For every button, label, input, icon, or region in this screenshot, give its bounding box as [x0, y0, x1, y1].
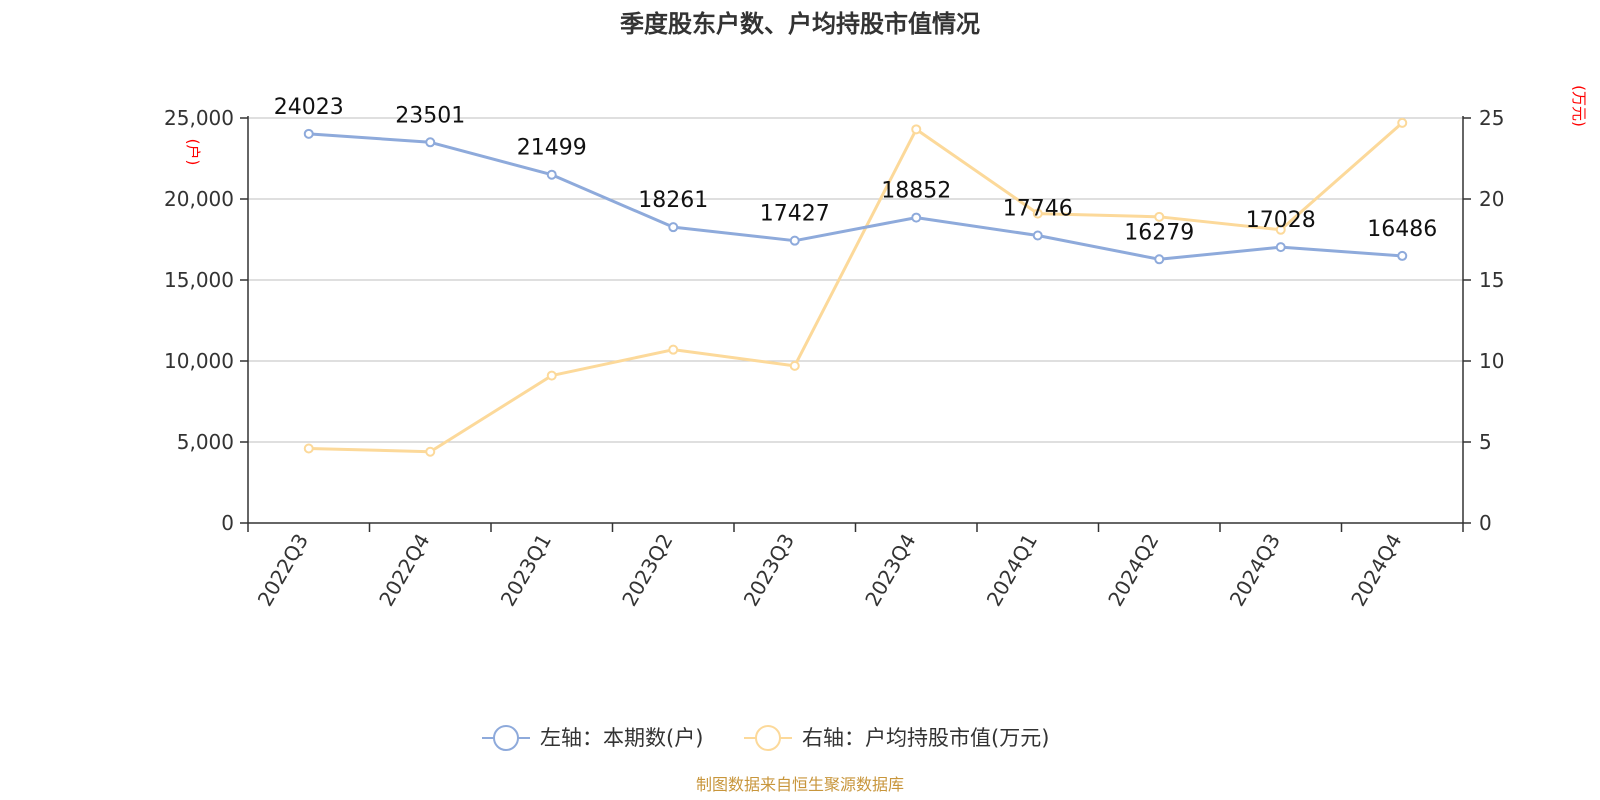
data-label: 17746 [1003, 197, 1073, 222]
data-point-right[interactable] [546, 370, 557, 381]
data-point-left[interactable] [303, 128, 314, 139]
legend[interactable]: 左轴：本期数(户) 右轴：户均持股市值(万元) [482, 725, 1049, 751]
data-point-right[interactable] [789, 360, 800, 371]
data-point-left[interactable] [425, 137, 436, 148]
data-point-left[interactable] [1397, 250, 1408, 261]
data-point-left[interactable] [1275, 242, 1286, 253]
left-axis-unit: (户) [184, 139, 202, 166]
series-line-right [308, 121, 1404, 454]
data-label: 18261 [638, 188, 708, 213]
data-point-right[interactable] [668, 344, 679, 355]
x-axis-tick-label: 2024Q3 [1225, 530, 1285, 611]
data-point-left[interactable] [789, 235, 800, 246]
x-axis-tick-label: 2023Q3 [739, 530, 799, 611]
data-label: 18852 [881, 179, 951, 204]
x-axis-tick-label: 2024Q2 [1103, 530, 1163, 611]
x-axis-tick-label: 2024Q4 [1346, 530, 1406, 611]
legend-item[interactable]: 右轴：户均持股市值(万元) [744, 725, 1049, 751]
data-label: 16486 [1367, 217, 1437, 242]
data-label: 17427 [760, 202, 830, 227]
data-label: 21499 [517, 136, 587, 161]
data-point-left[interactable] [1032, 230, 1043, 241]
data-point-right[interactable] [303, 443, 314, 454]
left-axis-tick-label: 25,000 [164, 106, 234, 130]
right-axis-tick-label: 5 [1479, 430, 1492, 454]
data-label: 23501 [395, 103, 465, 128]
grid-lines [248, 117, 1463, 443]
data-point-left[interactable] [546, 169, 557, 180]
data-label: 17028 [1246, 208, 1316, 233]
data-point-right[interactable] [1032, 208, 1043, 219]
data-point-right[interactable] [425, 446, 436, 457]
legend-marker-icon [755, 725, 781, 751]
legend-label: 左轴：本期数(户) [540, 726, 703, 750]
legend-label: 右轴：户均持股市值(万元) [802, 726, 1049, 750]
left-axis-tick-label: 20,000 [164, 187, 234, 211]
x-axis-tick-label: 2022Q4 [374, 530, 434, 611]
data-point-right[interactable] [911, 124, 922, 135]
right-axis-unit: (万元) [1570, 85, 1588, 127]
data-source-note: 制图数据来自恒生聚源数据库 [696, 775, 904, 794]
chart-title: 季度股东户数、户均持股市值情况 [620, 10, 980, 38]
left-axis-tick-label: 5,000 [177, 430, 234, 454]
legend-marker-icon [493, 725, 519, 751]
series-line-left [308, 132, 1403, 261]
left-axis-tick-label: 15,000 [164, 268, 234, 292]
right-axis-tick-label: 25 [1479, 106, 1504, 130]
data-point-left[interactable] [911, 212, 922, 223]
x-axis-tick-label: 2023Q1 [496, 530, 556, 611]
data-point-left[interactable] [668, 222, 679, 233]
right-axis-tick-label: 10 [1479, 349, 1504, 373]
data-point-right[interactable] [1397, 117, 1408, 128]
right-axis-tick-label: 0 [1479, 511, 1492, 535]
x-axis-tick-label: 2022Q3 [253, 530, 313, 611]
data-labels: 24023 23501 21499 18261 17427 18852 17746 16279… [274, 95, 1438, 245]
data-label: 24023 [274, 95, 344, 120]
data-label: 16279 [1124, 220, 1194, 245]
axes: 0 5,000 10,000 15,000 20,000 25,000 0 5 10 15 20 25… [164, 106, 1504, 610]
x-axis-tick-label: 2023Q4 [860, 530, 920, 611]
series-lines [303, 117, 1408, 457]
left-axis-tick-label: 10,000 [164, 349, 234, 373]
data-point-right[interactable] [1275, 224, 1286, 235]
x-axis-tick-label: 2023Q2 [617, 530, 677, 611]
right-axis-tick-label: 15 [1479, 268, 1504, 292]
right-axis-tick-label: 20 [1479, 187, 1504, 211]
data-point-right[interactable] [1154, 211, 1165, 222]
left-axis-tick-label: 0 [221, 511, 234, 535]
data-point-left[interactable] [1154, 254, 1165, 265]
x-axis-tick-label: 2024Q1 [982, 530, 1042, 611]
legend-item[interactable]: 左轴：本期数(户) [482, 725, 703, 751]
